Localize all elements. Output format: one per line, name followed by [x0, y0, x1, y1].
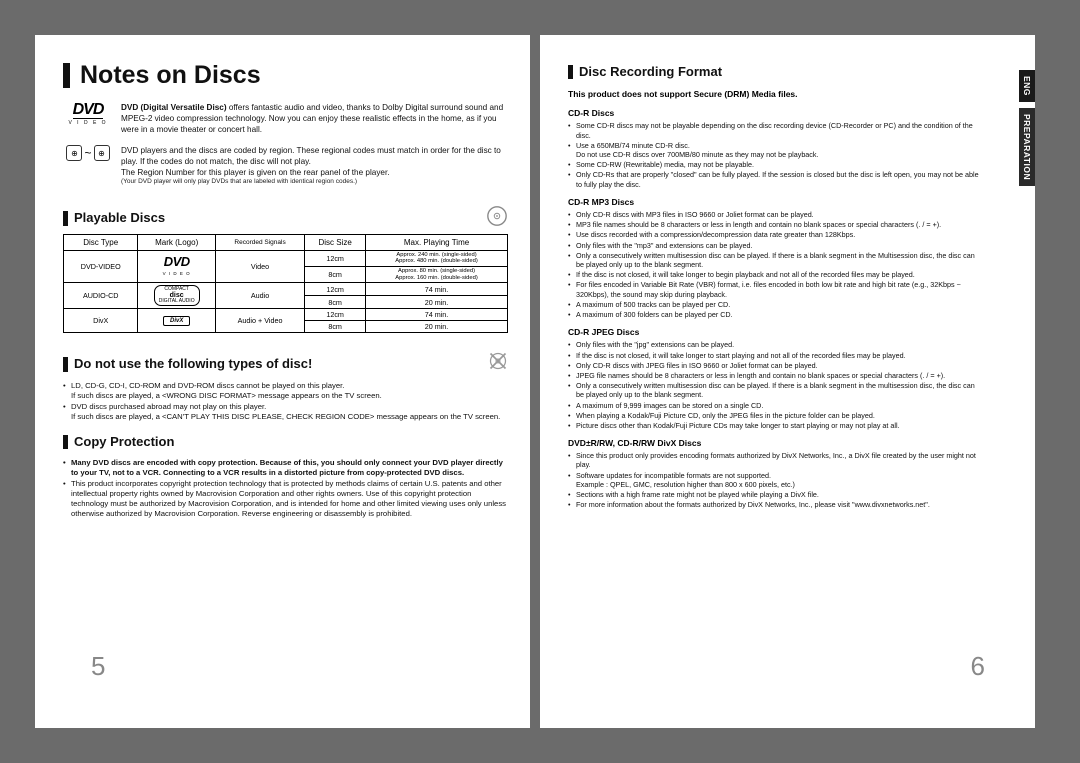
no-disc-icon	[488, 351, 508, 371]
playable-heading: Playable Discs	[63, 211, 165, 225]
cell-size: 8cm	[305, 321, 366, 333]
cell-time: 20 min.	[366, 296, 508, 309]
list-item: MP3 file names should be 8 characters or…	[568, 220, 983, 229]
th-size: Disc Size	[305, 234, 366, 250]
list-item: Only files with the "jpg" extensions can…	[568, 340, 983, 349]
group-list: Only CD-R discs with MP3 files in ISO 96…	[568, 210, 983, 319]
cell-size: 12cm	[305, 250, 366, 266]
list-item: This product incorporates copyright prot…	[63, 479, 508, 519]
region-text: DVD players and the discs are coded by r…	[121, 145, 508, 178]
list-item: Software updates for incompatible format…	[568, 471, 983, 489]
dvd-intro-bold: DVD (Digital Versatile Disc)	[121, 103, 227, 112]
list-item: Picture discs other than Kodak/Fuji Pict…	[568, 421, 983, 430]
group-list: Some CD-R discs may not be playable depe…	[568, 121, 983, 189]
cell-mark-divx: DivX	[138, 309, 215, 333]
group-heading: CD-R Discs	[568, 108, 983, 118]
cell-time: Approx. 80 min. (single-sided) Approx. 1…	[366, 266, 508, 282]
list-item: LD, CD-G, CD-I, CD-ROM and DVD-ROM discs…	[63, 381, 508, 401]
th-disc-type: Disc Type	[64, 234, 138, 250]
list-item: A maximum of 9,999 images can be stored …	[568, 401, 983, 410]
region-icon: ⊕	[66, 145, 82, 161]
group-heading: DVD±R/RW, CD-R/RW DivX Discs	[568, 438, 983, 448]
list-item: Use a 650MB/74 minute CD-R disc. Do not …	[568, 141, 983, 159]
page-spread: Notes on Discs DVDV I D E O DVD (Digital…	[0, 0, 1080, 763]
copy-list: Many DVD discs are encoded with copy pro…	[63, 458, 508, 519]
list-item: Since this product only provides encodin…	[568, 451, 983, 469]
list-item: Only CD-Rs that are properly "closed" ca…	[568, 170, 983, 188]
list-item: For more information about the formats a…	[568, 500, 983, 509]
cell-type: DVD-VIDEO	[64, 250, 138, 283]
list-item: When playing a Kodak/Fuji Picture CD, on…	[568, 411, 983, 420]
page-number: 6	[971, 651, 985, 682]
list-item: For files encoded in Variable Bit Rate (…	[568, 280, 983, 298]
list-item: Only a consecutively written multisessio…	[568, 251, 983, 269]
list-item: Some CD-R discs may not be playable depe…	[568, 121, 983, 139]
group-heading: CD-R JPEG Discs	[568, 327, 983, 337]
list-item: If the disc is not closed, it will take …	[568, 270, 983, 279]
region-fineprint: (Your DVD player will only play DVDs tha…	[121, 178, 508, 185]
disc-icon	[486, 205, 508, 227]
copy-heading: Copy Protection	[63, 435, 174, 449]
page-number: 5	[91, 651, 105, 682]
donot-list: LD, CD-G, CD-I, CD-ROM and DVD-ROM discs…	[63, 381, 508, 422]
cell-size: 8cm	[305, 296, 366, 309]
th-mark: Mark (Logo)	[138, 234, 215, 250]
drm-notice: This product does not support Secure (DR…	[568, 89, 983, 100]
cell-time: 74 min.	[366, 283, 508, 296]
group-heading: CD-R MP3 Discs	[568, 197, 983, 207]
donot-heading: Do not use the following types of disc!	[63, 357, 312, 371]
cell-time: 20 min.	[366, 321, 508, 333]
cell-signals: Audio + Video	[215, 309, 304, 333]
page-title: Notes on Discs	[63, 63, 508, 88]
cell-time: 74 min.	[366, 309, 508, 321]
list-item: A maximum of 300 folders can be played p…	[568, 310, 983, 319]
cell-signals: Audio	[215, 283, 304, 309]
list-item: A maximum of 500 tracks can be played pe…	[568, 300, 983, 309]
list-item: Only a consecutively written multisessio…	[568, 381, 983, 399]
cell-type: DivX	[64, 309, 138, 333]
th-time: Max. Playing Time	[366, 234, 508, 250]
tab-section: PREPARATION	[1019, 108, 1035, 186]
recording-heading: Disc Recording Format	[568, 65, 722, 79]
list-item: Only CD-R discs with JPEG files in ISO 9…	[568, 361, 983, 370]
side-tabs: ENG PREPARATION	[1019, 70, 1035, 186]
page-right: ENG PREPARATION Disc Recording Format Th…	[540, 35, 1035, 728]
cell-mark-dvd: DVDV I D E O	[138, 250, 215, 283]
tab-lang: ENG	[1019, 70, 1035, 102]
th-signals: Recorded Signals	[215, 234, 304, 250]
list-item: DVD discs purchased abroad may not play …	[63, 402, 508, 422]
list-item: Sections with a high frame rate might no…	[568, 490, 983, 499]
group-list: Since this product only provides encodin…	[568, 451, 983, 509]
list-item: If the disc is not closed, it will take …	[568, 351, 983, 360]
list-item: Only CD-R discs with MP3 files in ISO 96…	[568, 210, 983, 219]
cell-size: 8cm	[305, 266, 366, 282]
list-item: Only files with the "mp3" and extensions…	[568, 241, 983, 250]
cell-size: 12cm	[305, 283, 366, 296]
region-row: ⊕~⊕ DVD players and the discs are coded …	[63, 145, 508, 178]
cell-signals: Video	[215, 250, 304, 283]
group-list: Only files with the "jpg" extensions can…	[568, 340, 983, 430]
cell-size: 12cm	[305, 309, 366, 321]
dvd-intro-row: DVDV I D E O DVD (Digital Versatile Disc…	[63, 102, 508, 135]
list-item: Some CD-RW (Rewritable) media, may not b…	[568, 160, 983, 169]
list-item: JPEG file names should be 8 characters o…	[568, 371, 983, 380]
groups-container: CD-R Discs Some CD-R discs may not be pla…	[568, 108, 983, 509]
list-item: Use discs recorded with a compression/de…	[568, 230, 983, 239]
region-icons: ⊕~⊕	[63, 145, 113, 161]
page-left: Notes on Discs DVDV I D E O DVD (Digital…	[35, 35, 530, 728]
cell-time: Approx. 240 min. (single-sided) Approx. …	[366, 250, 508, 266]
dvd-intro-text: DVD (Digital Versatile Disc) offers fant…	[121, 102, 508, 135]
dvd-logo: DVDV I D E O	[63, 102, 113, 126]
cell-mark-cd: COMPACTdiscDIGITAL AUDIO	[138, 283, 215, 309]
region-icon: ⊕	[94, 145, 110, 161]
cell-type: AUDIO-CD	[64, 283, 138, 309]
playable-discs-table: Disc Type Mark (Logo) Recorded Signals D…	[63, 234, 508, 334]
list-item: Many DVD discs are encoded with copy pro…	[63, 458, 508, 478]
